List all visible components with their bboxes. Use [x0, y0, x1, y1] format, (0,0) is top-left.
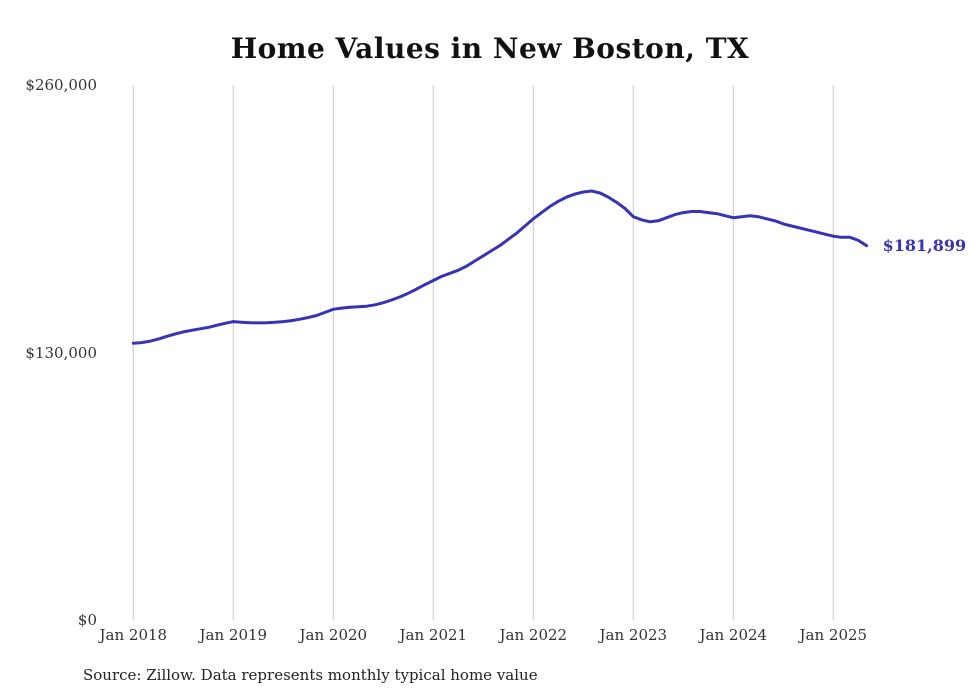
- x-tick-label: Jan 2019: [199, 626, 268, 644]
- x-tick-label: Jan 2025: [799, 626, 868, 644]
- x-tick-label: Jan 2021: [399, 626, 468, 644]
- x-tick-label: Jan 2023: [599, 626, 668, 644]
- x-tick-label: Jan 2020: [299, 626, 368, 644]
- x-tick-label: Jan 2024: [699, 626, 768, 644]
- home-value-series-line: [131, 189, 869, 345]
- x-tick-label: Jan 2022: [499, 626, 568, 644]
- y-tick-label: $260,000: [25, 76, 97, 94]
- chart-title: Home Values in New Boston, TX: [230, 32, 750, 65]
- y-tick-label: $0: [77, 611, 97, 629]
- x-tick-label: Jan 2018: [99, 626, 168, 644]
- y-tick-label: $130,000: [25, 343, 97, 362]
- latest-value-label: $181,899: [882, 235, 967, 255]
- source-note: Source: Zillow. Data represents monthly …: [83, 666, 538, 684]
